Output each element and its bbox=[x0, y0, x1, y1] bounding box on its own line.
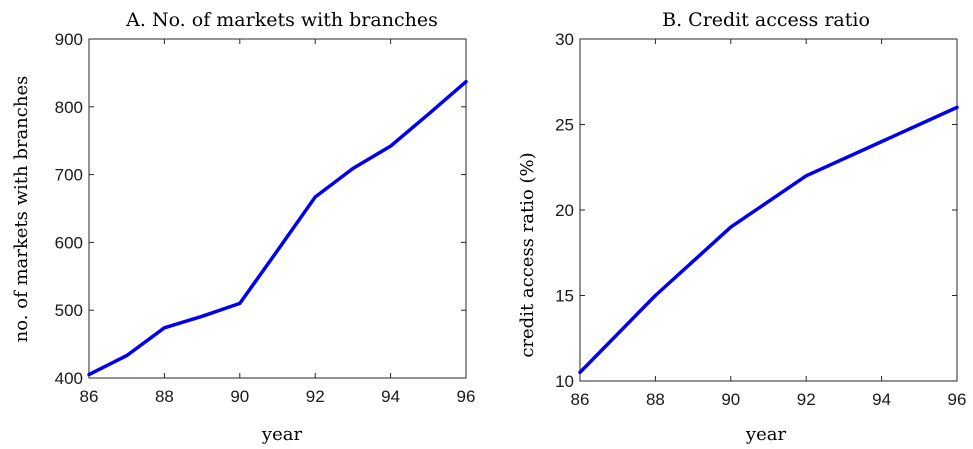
plot-frame bbox=[88, 38, 467, 379]
y-ticks: 10 15 20 25 30 bbox=[555, 30, 957, 391]
series-line bbox=[578, 105, 959, 375]
x-tick-label: 88 bbox=[155, 387, 174, 406]
x-tick-label: 90 bbox=[721, 390, 740, 409]
y-tick-label: 800 bbox=[55, 98, 83, 117]
x-axis-label: year bbox=[261, 424, 303, 445]
series-line bbox=[87, 79, 468, 377]
chart-title: A. No. of markets with branches bbox=[125, 9, 438, 31]
x-tick-label: 88 bbox=[646, 390, 665, 409]
y-tick-label: 600 bbox=[55, 233, 83, 252]
x-tick-label: 92 bbox=[306, 387, 325, 406]
y-tick-label: 400 bbox=[55, 369, 83, 388]
plot-frame bbox=[579, 38, 958, 382]
x-tick-label: 86 bbox=[571, 390, 590, 409]
y-axis-label: credit access ratio (%) bbox=[517, 152, 538, 357]
x-tick-label: 86 bbox=[80, 387, 99, 406]
y-tick-label: 30 bbox=[555, 30, 574, 49]
chart-title: B. Credit access ratio bbox=[662, 9, 870, 31]
y-tick-label: 700 bbox=[55, 166, 83, 185]
series-lines bbox=[578, 105, 959, 375]
x-tick-label: 92 bbox=[797, 390, 816, 409]
x-ticks: 86 88 90 92 94 96 bbox=[80, 39, 476, 406]
panel-a: A. No. of markets with branches year no.… bbox=[11, 9, 475, 445]
y-tick-label: 10 bbox=[555, 372, 574, 391]
y-tick-label: 25 bbox=[555, 116, 574, 135]
x-tick-label: 90 bbox=[230, 387, 249, 406]
y-tick-label: 15 bbox=[555, 287, 574, 306]
y-tick-label: 20 bbox=[555, 201, 574, 220]
panel-b: B. Credit access ratio year credit acces… bbox=[517, 9, 966, 445]
x-axis-label: year bbox=[745, 424, 787, 445]
x-tick-label: 94 bbox=[381, 387, 400, 406]
y-tick-label: 500 bbox=[55, 301, 83, 320]
x-tick-label: 96 bbox=[457, 387, 476, 406]
y-ticks: 400 500 600 700 800 900 bbox=[55, 30, 466, 388]
y-tick-label: 900 bbox=[55, 30, 83, 49]
x-ticks: 86 88 90 92 94 96 bbox=[571, 39, 967, 409]
series-lines bbox=[87, 79, 468, 377]
x-tick-label: 96 bbox=[948, 390, 967, 409]
x-tick-label: 94 bbox=[872, 390, 891, 409]
y-axis-label: no. of markets with branches bbox=[11, 76, 32, 343]
